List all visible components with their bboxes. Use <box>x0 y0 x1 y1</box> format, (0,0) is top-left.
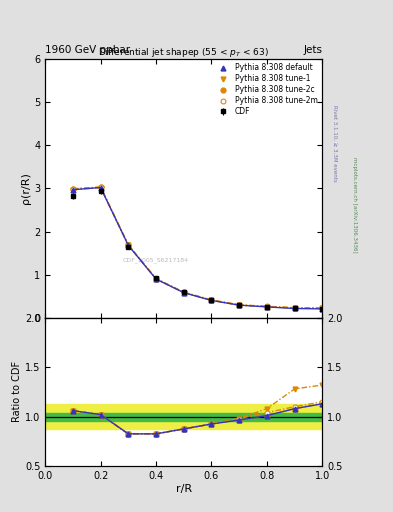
Text: 1960 GeV ppbar: 1960 GeV ppbar <box>45 45 130 55</box>
Pythia 8.308 tune-2m <box>320 305 325 311</box>
X-axis label: r/R: r/R <box>176 483 192 494</box>
Pythia 8.308 tune-2c <box>71 186 75 192</box>
Pythia 8.308 default <box>292 306 297 312</box>
Text: Rivet 3.1.10, ≥ 3.3M events: Rivet 3.1.10, ≥ 3.3M events <box>332 105 337 182</box>
Pythia 8.308 tune-2c <box>292 305 297 311</box>
Pythia 8.308 tune-1 <box>98 184 103 190</box>
Pythia 8.308 tune-2c <box>154 275 158 282</box>
Pythia 8.308 tune-2m <box>126 242 131 248</box>
Pythia 8.308 tune-1 <box>154 276 158 282</box>
Pythia 8.308 tune-2m <box>182 289 186 295</box>
Line: Pythia 8.308 default: Pythia 8.308 default <box>70 185 325 311</box>
Text: CDF_2005_S6217184: CDF_2005_S6217184 <box>123 257 189 263</box>
Pythia 8.308 tune-2c <box>264 304 269 310</box>
Text: mcplots.cern.ch [arXiv:1306.3436]: mcplots.cern.ch [arXiv:1306.3436] <box>352 157 357 252</box>
Pythia 8.308 default <box>237 302 241 308</box>
Y-axis label: Ratio to CDF: Ratio to CDF <box>12 361 22 422</box>
Pythia 8.308 default <box>264 304 269 310</box>
Pythia 8.308 tune-2c <box>182 289 186 295</box>
Y-axis label: ρ(r/R): ρ(r/R) <box>21 173 31 204</box>
Pythia 8.308 default <box>154 276 158 282</box>
Pythia 8.308 tune-1 <box>126 242 131 248</box>
Pythia 8.308 tune-2m <box>98 184 103 190</box>
Pythia 8.308 tune-2c <box>209 297 214 303</box>
Pythia 8.308 tune-1 <box>320 305 325 311</box>
Pythia 8.308 tune-1 <box>209 297 214 304</box>
Pythia 8.308 default <box>126 242 131 248</box>
Pythia 8.308 tune-2m <box>264 303 269 309</box>
Pythia 8.308 tune-2c <box>98 184 103 190</box>
Pythia 8.308 tune-1 <box>264 304 269 310</box>
Pythia 8.308 default <box>71 186 75 193</box>
Pythia 8.308 tune-2m <box>154 275 158 282</box>
Pythia 8.308 tune-2c <box>237 302 241 308</box>
Pythia 8.308 tune-2m <box>209 297 214 303</box>
Text: Jets: Jets <box>303 45 322 55</box>
Pythia 8.308 tune-2m <box>237 302 241 308</box>
Pythia 8.308 tune-2c <box>320 305 325 311</box>
Title: Differential jet shapep (55 < $p_T$ < 63): Differential jet shapep (55 < $p_T$ < 63… <box>98 46 269 59</box>
Pythia 8.308 tune-1 <box>292 305 297 311</box>
Legend: Pythia 8.308 default, Pythia 8.308 tune-1, Pythia 8.308 tune-2c, Pythia 8.308 tu: Pythia 8.308 default, Pythia 8.308 tune-… <box>211 60 321 119</box>
Pythia 8.308 tune-2c <box>126 242 131 248</box>
Line: Pythia 8.308 tune-2m: Pythia 8.308 tune-2m <box>70 185 325 310</box>
Line: Pythia 8.308 tune-2c: Pythia 8.308 tune-2c <box>70 185 325 311</box>
Pythia 8.308 default <box>209 297 214 304</box>
Pythia 8.308 tune-2m <box>71 186 75 192</box>
Line: Pythia 8.308 tune-1: Pythia 8.308 tune-1 <box>70 185 325 310</box>
Pythia 8.308 tune-2m <box>292 305 297 311</box>
Pythia 8.308 tune-1 <box>71 186 75 193</box>
Pythia 8.308 default <box>182 290 186 296</box>
Pythia 8.308 default <box>98 184 103 190</box>
Pythia 8.308 tune-1 <box>237 302 241 308</box>
Pythia 8.308 tune-1 <box>182 290 186 296</box>
Pythia 8.308 default <box>320 306 325 312</box>
